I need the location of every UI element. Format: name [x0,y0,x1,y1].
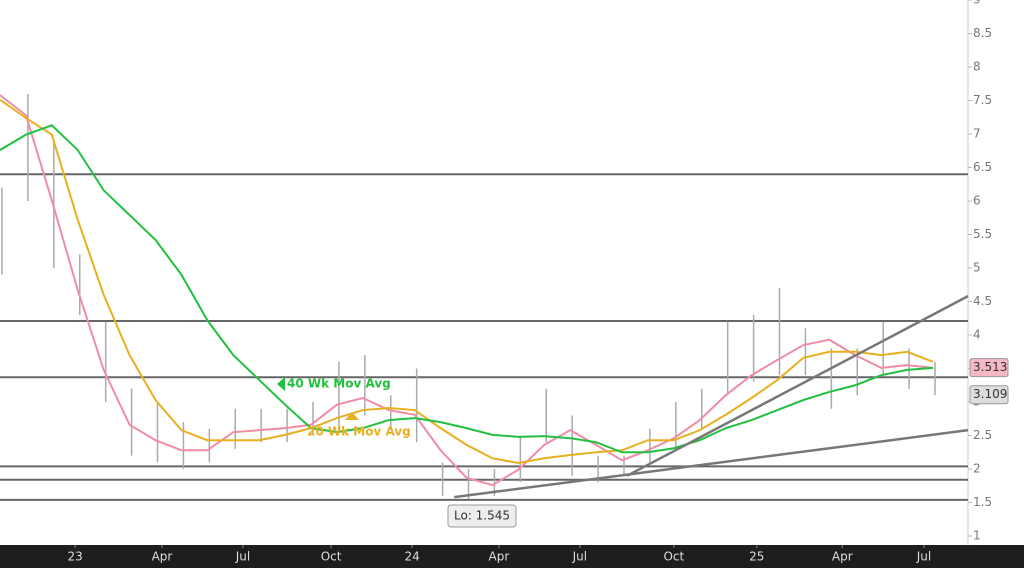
y-tick-label: 4 [973,328,981,342]
x-tick-label: Apr [489,550,510,564]
x-tick-label: Jul [572,550,587,564]
trend-line [626,295,969,477]
y-tick-label: 1.5 [973,495,992,509]
y-tick-label: 6.5 [973,160,992,174]
annotation-label: 40 Wk Mov Avg [287,377,391,391]
annotation-label: Lo: 1.545 [454,509,510,523]
y-tick-label: 5 [973,261,981,275]
x-tick-label: Apr [152,550,173,564]
price-tag-label: 3.513 [973,360,1007,374]
moving-average-line [0,124,934,454]
x-tick-label: 24 [404,550,419,564]
y-tick-label: 7.5 [973,93,992,107]
x-tick-label: Oct [663,550,684,564]
y-tick-label: 4.5 [973,294,992,308]
annotation-arrow [277,377,285,391]
y-tick-label: 2 [973,462,981,476]
moving-average-line [0,94,934,487]
trend-line [454,428,969,499]
y-tick-label: 7 [973,127,981,141]
annotation-label: 20 Wk Mov Avg [307,425,411,439]
y-tick-label: 8 [973,60,981,74]
annotation-arrow [345,412,359,420]
price-tag [969,358,1009,378]
y-tick-label: 5.5 [973,227,992,241]
x-tick-label: 25 [749,550,764,564]
price-tag-label: 3.109 [973,387,1007,401]
y-tick-label: 8.5 [973,26,992,40]
y-tick-label: 6 [973,194,981,208]
annotation-box [447,504,517,528]
x-axis-band [0,545,1024,568]
moving-average-line [0,99,934,465]
x-tick-label: Apr [832,550,853,564]
y-tick-label: 2.5 [973,428,992,442]
y-tick-label: 9 [973,0,981,7]
y-tick-label: 1 [973,529,981,543]
x-tick-label: Oct [321,550,342,564]
price-tag [969,385,1009,405]
x-tick-label: Jul [235,550,250,564]
x-tick-label: Jul [916,550,931,564]
x-tick-label: 23 [68,550,83,564]
